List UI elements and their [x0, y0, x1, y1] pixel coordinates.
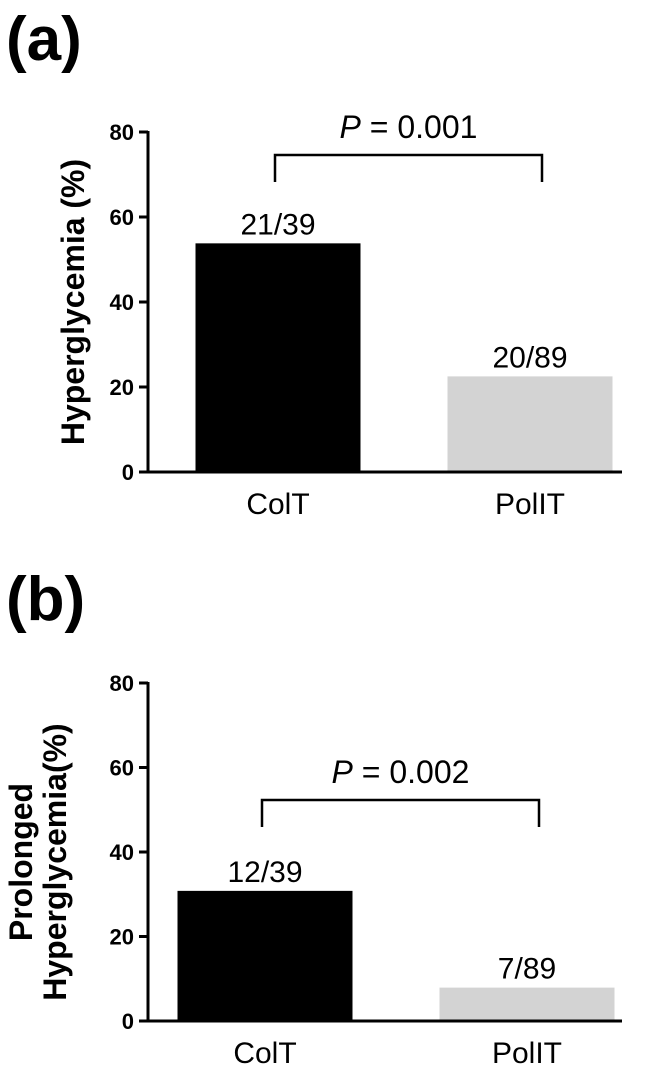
panel-a-label: (a) [6, 5, 82, 74]
panel-b-y-tick-label: 0 [122, 1009, 134, 1034]
panel-a-data-label-polit: 20/89 [492, 341, 567, 374]
panel-a-significance-bracket [273, 153, 544, 182]
panel-a-p-symbol: P [340, 109, 362, 145]
panel-b-y-axis-label: Prolonged [3, 783, 39, 941]
panel-b-y-tick-label: 40 [110, 840, 134, 865]
panel-b-y-tick-label: 20 [110, 925, 134, 950]
panel-b-bar-colt [177, 890, 353, 1021]
panel-a-y-tick-label: 20 [110, 375, 134, 400]
panel-b-p-symbol: P [332, 754, 354, 790]
panel-b-p-value-text: = 0.002 [353, 754, 470, 790]
panel-a-category-label-polit: PolIT [495, 488, 565, 521]
panel-b-data-label-polit: 7/89 [498, 953, 556, 986]
panel-a-y-tick-label: 80 [110, 120, 134, 145]
panel-b-bar-polit [439, 987, 615, 1021]
panel-a-y-axis-label: Hyperglycemia (%) [55, 159, 91, 445]
panel-b-y-tick-label: 80 [110, 671, 134, 696]
panel-b-y-axis-label: Hyperglycemia(%) [37, 723, 73, 1000]
panel-b-data-label-colt: 12/39 [227, 856, 302, 889]
panel-a-category-label-colt: ColT [246, 488, 309, 521]
panel-a-p-value: P = 0.001 [340, 109, 478, 145]
panel-b-category-label-polit: PolIT [492, 1037, 562, 1070]
panel-a-bar-colt [195, 243, 361, 472]
panel-a-y-tick-label: 0 [122, 460, 134, 485]
panel-b-y-tick-label: 60 [110, 756, 134, 781]
panel-a-y-tick-label: 40 [110, 290, 134, 315]
panel-b-label: (b) [6, 565, 85, 634]
panel-b-p-value: P = 0.002 [332, 754, 470, 790]
panel-a-bar-polit [447, 376, 613, 472]
panel-a-data-label-colt: 21/39 [240, 208, 315, 241]
panel-a-y-tick-label: 60 [110, 205, 134, 230]
panel-a-p-value-text: = 0.001 [361, 109, 478, 145]
panel-b-significance-bracket [260, 798, 541, 827]
panel-b-category-label-colt: ColT [233, 1037, 296, 1070]
